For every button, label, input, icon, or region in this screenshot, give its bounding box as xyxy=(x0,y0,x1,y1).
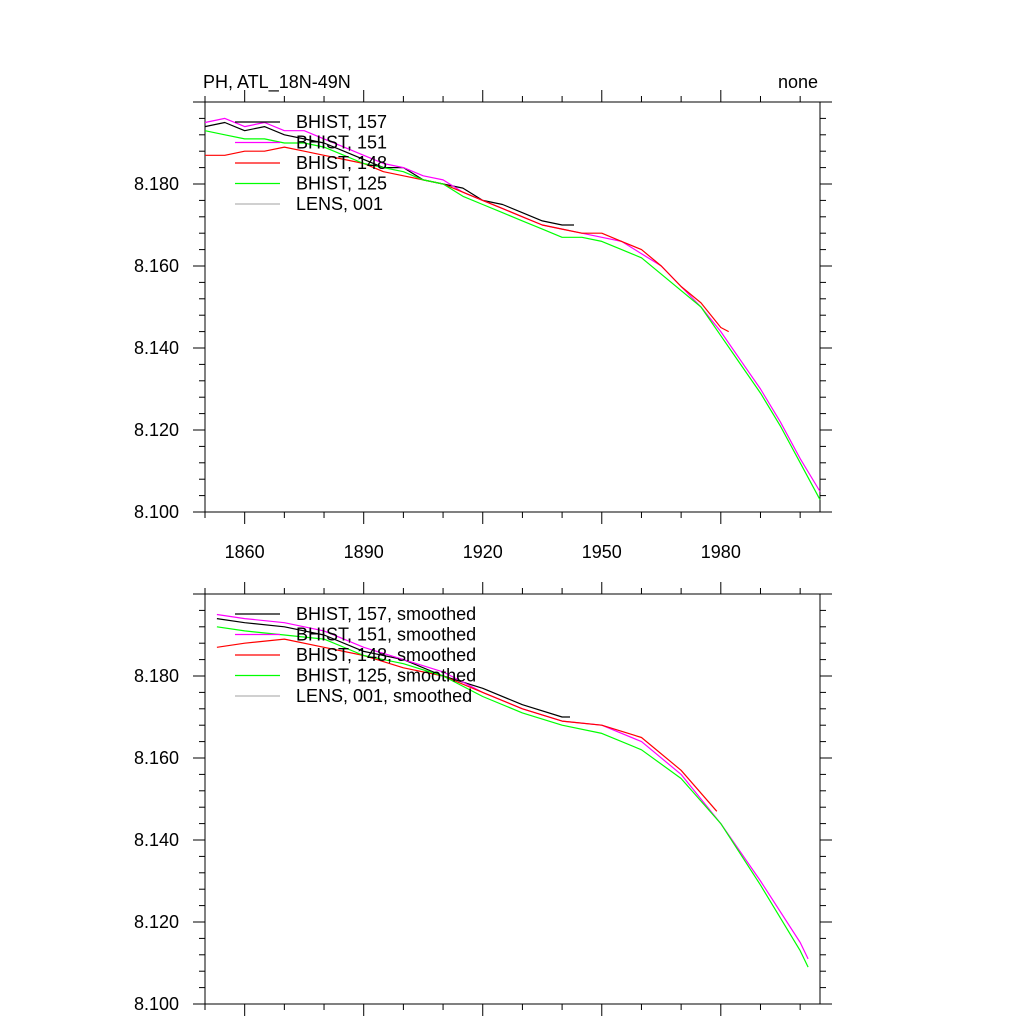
series-line-1 xyxy=(204,121,574,226)
panel-1: PH, ATL_18N-49N none 8.100 8.120 8.140 8.160 8… xyxy=(134,72,832,562)
x-tick-label: 1950 xyxy=(582,542,622,562)
y-tick-label: 8.180 xyxy=(134,666,179,686)
legend-label-1: BHIST, 157, smoothed xyxy=(296,604,476,624)
y-tick-label: 8.100 xyxy=(134,994,179,1014)
y-tick-label: 8.160 xyxy=(134,748,179,768)
x-tick-label: 1890 xyxy=(344,542,384,562)
series-line-3 xyxy=(216,638,718,812)
legend-label-3: BHIST, 148 xyxy=(296,153,387,173)
plot-frame xyxy=(204,593,821,1005)
legend-label-3: BHIST, 148, smoothed xyxy=(296,645,476,665)
series-line-4 xyxy=(204,130,821,500)
legend-label-4: BHIST, 125 xyxy=(296,174,387,194)
legend-label-4: BHIST, 125, smoothed xyxy=(296,666,476,686)
y-tick-label: 8.140 xyxy=(134,338,179,358)
legend-label-5: LENS, 001, smoothed xyxy=(296,686,472,706)
y-tick-label: 8.120 xyxy=(134,420,179,440)
y-tick-label: 8.120 xyxy=(134,912,179,932)
legend-label-2: BHIST, 151 xyxy=(296,133,387,153)
x-tick-label: 1860 xyxy=(225,542,265,562)
chart-right-title: none xyxy=(778,72,818,92)
legend-label-2: BHIST, 151, smoothed xyxy=(296,625,476,645)
plot-frame xyxy=(204,101,821,513)
x-tick-label: 1980 xyxy=(701,542,741,562)
series-line-3 xyxy=(205,146,729,333)
legend-label-1: BHIST, 157 xyxy=(296,112,387,132)
series-line-4 xyxy=(216,626,809,968)
y-tick-label: 8.160 xyxy=(134,256,179,276)
x-tick-label: 1920 xyxy=(463,542,503,562)
y-tick-label: 8.180 xyxy=(134,174,179,194)
y-tick-label: 8.100 xyxy=(134,502,179,522)
chart-title: PH, ATL_18N-49N xyxy=(203,72,351,93)
legend-label-5: LENS, 001 xyxy=(296,194,383,214)
panel-2: 8.100 8.120 8.140 8.160 8.180 BHIST, 157, smo… xyxy=(134,582,832,1016)
y-tick-label: 8.140 xyxy=(134,830,179,850)
